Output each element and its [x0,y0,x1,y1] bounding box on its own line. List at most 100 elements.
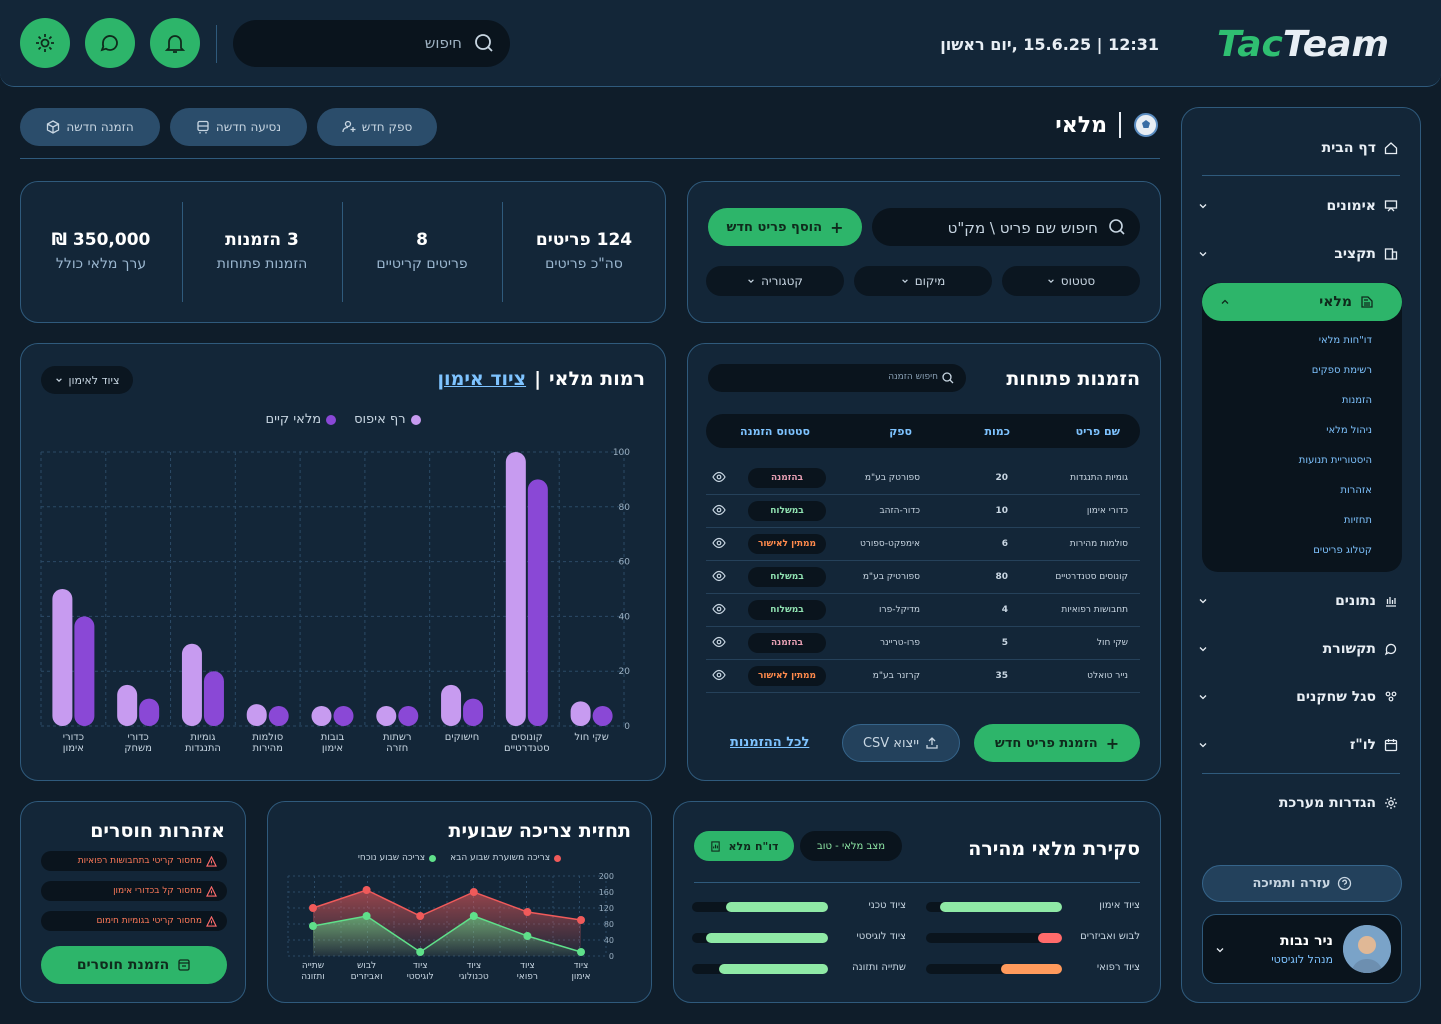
sidebar-item-data[interactable]: נתונים [1198,583,1398,619]
cell-supplier: ספורטק בע"מ [864,473,920,483]
help-button[interactable]: עזרה ותמיכה [1202,865,1402,902]
table-row[interactable]: נייר טואלט 35 קרזנר בע"מ ממתין לאישור [706,660,1140,693]
settings-button[interactable] [20,18,70,68]
series-area [313,916,581,956]
new-supplier-button[interactable]: ספק חדש [317,108,437,146]
add-item-button[interactable]: + הוסף פריט חדש [708,208,862,246]
chevron-down-icon [901,279,908,284]
sidebar-item-budget[interactable]: תקציב [1198,236,1398,272]
x-tick-label: אימון [322,743,343,754]
export-csv-button[interactable]: ייצוא CSV [842,724,960,762]
data-point [362,912,371,920]
order-search-placeholder: חיפוש הזמנה [888,372,938,382]
sidebar-sub-orders[interactable]: הזמנות [1341,395,1372,406]
sidebar-sub-forecasts[interactable]: תחזיות [1343,515,1372,526]
shortage-alert[interactable]: מחסור קל בכדורי אימון [41,881,227,901]
new-supplier-label: ספק חדש [361,120,413,134]
bar [139,698,160,726]
filter-category[interactable]: קטגוריה [706,266,844,296]
table-row[interactable]: כדורי אימון 10 כדור-הזהב במשלוח [706,495,1140,528]
order-search-input[interactable]: חיפוש הזמנה [708,364,966,392]
stock-level-track [926,933,1062,943]
table-row[interactable]: קונוסים סטנדרטיים 80 ספורטיק בע"מ במשלוח [706,561,1140,594]
order-new-item-button[interactable]: + הזמנת פריט חדש [974,724,1140,762]
sidebar-sub-reports[interactable]: דו"חות מלאי [1318,335,1372,346]
sidebar-item-communication[interactable]: תקשורת [1198,631,1398,667]
equipment-dropdown-label: ציוד לאימון [68,373,120,387]
stock-level-label: ציוד רפואי [1096,962,1140,973]
stats-card: 124 פריטים סה"כ פריטים 8 פריטים קריטיים … [20,181,666,323]
stock-status-label: מצב מלאי - טוב [816,840,886,852]
inventory-icon [1361,296,1373,308]
filter-status[interactable]: סטטוס [1002,266,1140,296]
view-eye-icon[interactable] [712,603,726,615]
view-eye-icon[interactable] [712,471,726,483]
stock-levels-subtitle[interactable]: ציוד אימון [437,368,527,390]
chevron-down-icon [1199,695,1207,700]
x-tick-label: אימון [63,743,84,754]
team-icon [1385,691,1397,702]
equipment-dropdown[interactable]: ציוד לאימון [41,366,133,394]
cell-supplier: כדור-הזהב [879,506,920,516]
forecast-legend: צריכה משוערת שבוע הבא צריכה שבוע נוכחי [268,853,651,863]
sidebar-item-training[interactable]: אימונים [1198,188,1398,224]
table-row[interactable]: שקי חול 5 פרו-טריינר בהזמנה [706,627,1140,660]
warning-icon [206,915,217,927]
table-row[interactable]: גומיות התנגדות 20 ספורטק בע"מ בהזמנה [706,462,1140,495]
sidebar-schedule-label: לו"ז [1349,737,1376,753]
user-card[interactable]: ניר נבות מנהל לוגיסטי [1202,914,1402,984]
all-orders-link[interactable]: לכל ההזמנות [730,735,810,750]
chevron-down-icon[interactable] [1215,945,1225,955]
filter-location[interactable]: מיקום [854,266,992,296]
sidebar-sub-management[interactable]: ניהול מלאי [1326,425,1372,436]
x-tick-label: קונוסים [511,732,543,743]
search-input[interactable]: חיפוש [233,20,510,67]
weekly-forecast-chart: 04080120160200ציודאימוןציודרפואיציודטכנו… [287,872,614,982]
sidebar-sub-catalog[interactable]: קטלוג פריטים [1313,545,1372,556]
sidebar-item-settings[interactable]: הגדרות מערכת [1198,785,1398,821]
sidebar-item-schedule[interactable]: לו"ז [1198,727,1398,763]
sidebar-sub-history[interactable]: היסטוריית תנועות [1298,455,1372,466]
search-icon [942,372,954,384]
bar [117,684,138,726]
chevron-down-icon [55,378,62,383]
table-row[interactable]: תחבושות רפואיות 4 מדיקל-פרו במשלוח [706,594,1140,627]
sidebar-sub-suppliers[interactable]: רשימת ספקים [1311,365,1372,376]
sidebar-item-inventory[interactable]: מלאי [1202,283,1402,321]
order-new-item-label: הזמנת פריט חדש [994,735,1098,751]
sidebar-item-roster[interactable]: סגל שחקנים [1198,679,1398,715]
warning-icon [206,855,217,867]
table-row[interactable]: סולמות מהירות 6 אימפקט-ספורט ממתין לאישור [706,528,1140,561]
plus-icon: + [1105,733,1120,753]
y-tick-label: 40 [619,612,631,622]
status-badge: במשלוח [748,600,826,620]
view-eye-icon[interactable] [712,636,726,648]
item-search-placeholder: חיפוש שם פריט \ מק"ט [947,219,1098,237]
filter-status-label: סטטוס [1060,274,1096,288]
order-shortages-button[interactable]: הזמנת חוסרים [41,946,227,984]
y-tick-label: 40 [604,936,614,945]
shortage-alert[interactable]: מחסור קריטי בגומיות חימום [41,911,227,931]
new-order-button[interactable]: הזמנה חדשה [20,108,160,146]
view-eye-icon[interactable] [712,537,726,549]
view-eye-icon[interactable] [712,669,726,681]
chat-icon [100,35,118,52]
sidebar-sub-warnings[interactable]: אזהרות [1340,485,1372,496]
view-eye-icon[interactable] [712,570,726,582]
data-point [416,948,425,956]
full-report-button[interactable]: דו"ח מלא [694,831,794,861]
stat-label: סה"כ פריטים [545,256,623,272]
add-user-icon [342,120,356,133]
sidebar-item-home[interactable]: דף הבית [1198,130,1398,166]
sidebar-inventory-group [1202,283,1402,572]
messages-button[interactable] [85,18,135,68]
new-trip-button[interactable]: נסיעה חדשה [170,108,307,146]
status-badge: בהזמנה [748,468,826,488]
view-eye-icon[interactable] [712,504,726,516]
notifications-button[interactable] [150,18,200,68]
shortage-alert[interactable]: מחסור קריטי בתחבושות רפואיות [41,851,227,871]
bar [441,684,462,726]
item-search-input[interactable]: חיפוש שם פריט \ מק"ט [872,208,1140,246]
stock-level-track [692,902,828,912]
bell-icon [164,35,186,53]
